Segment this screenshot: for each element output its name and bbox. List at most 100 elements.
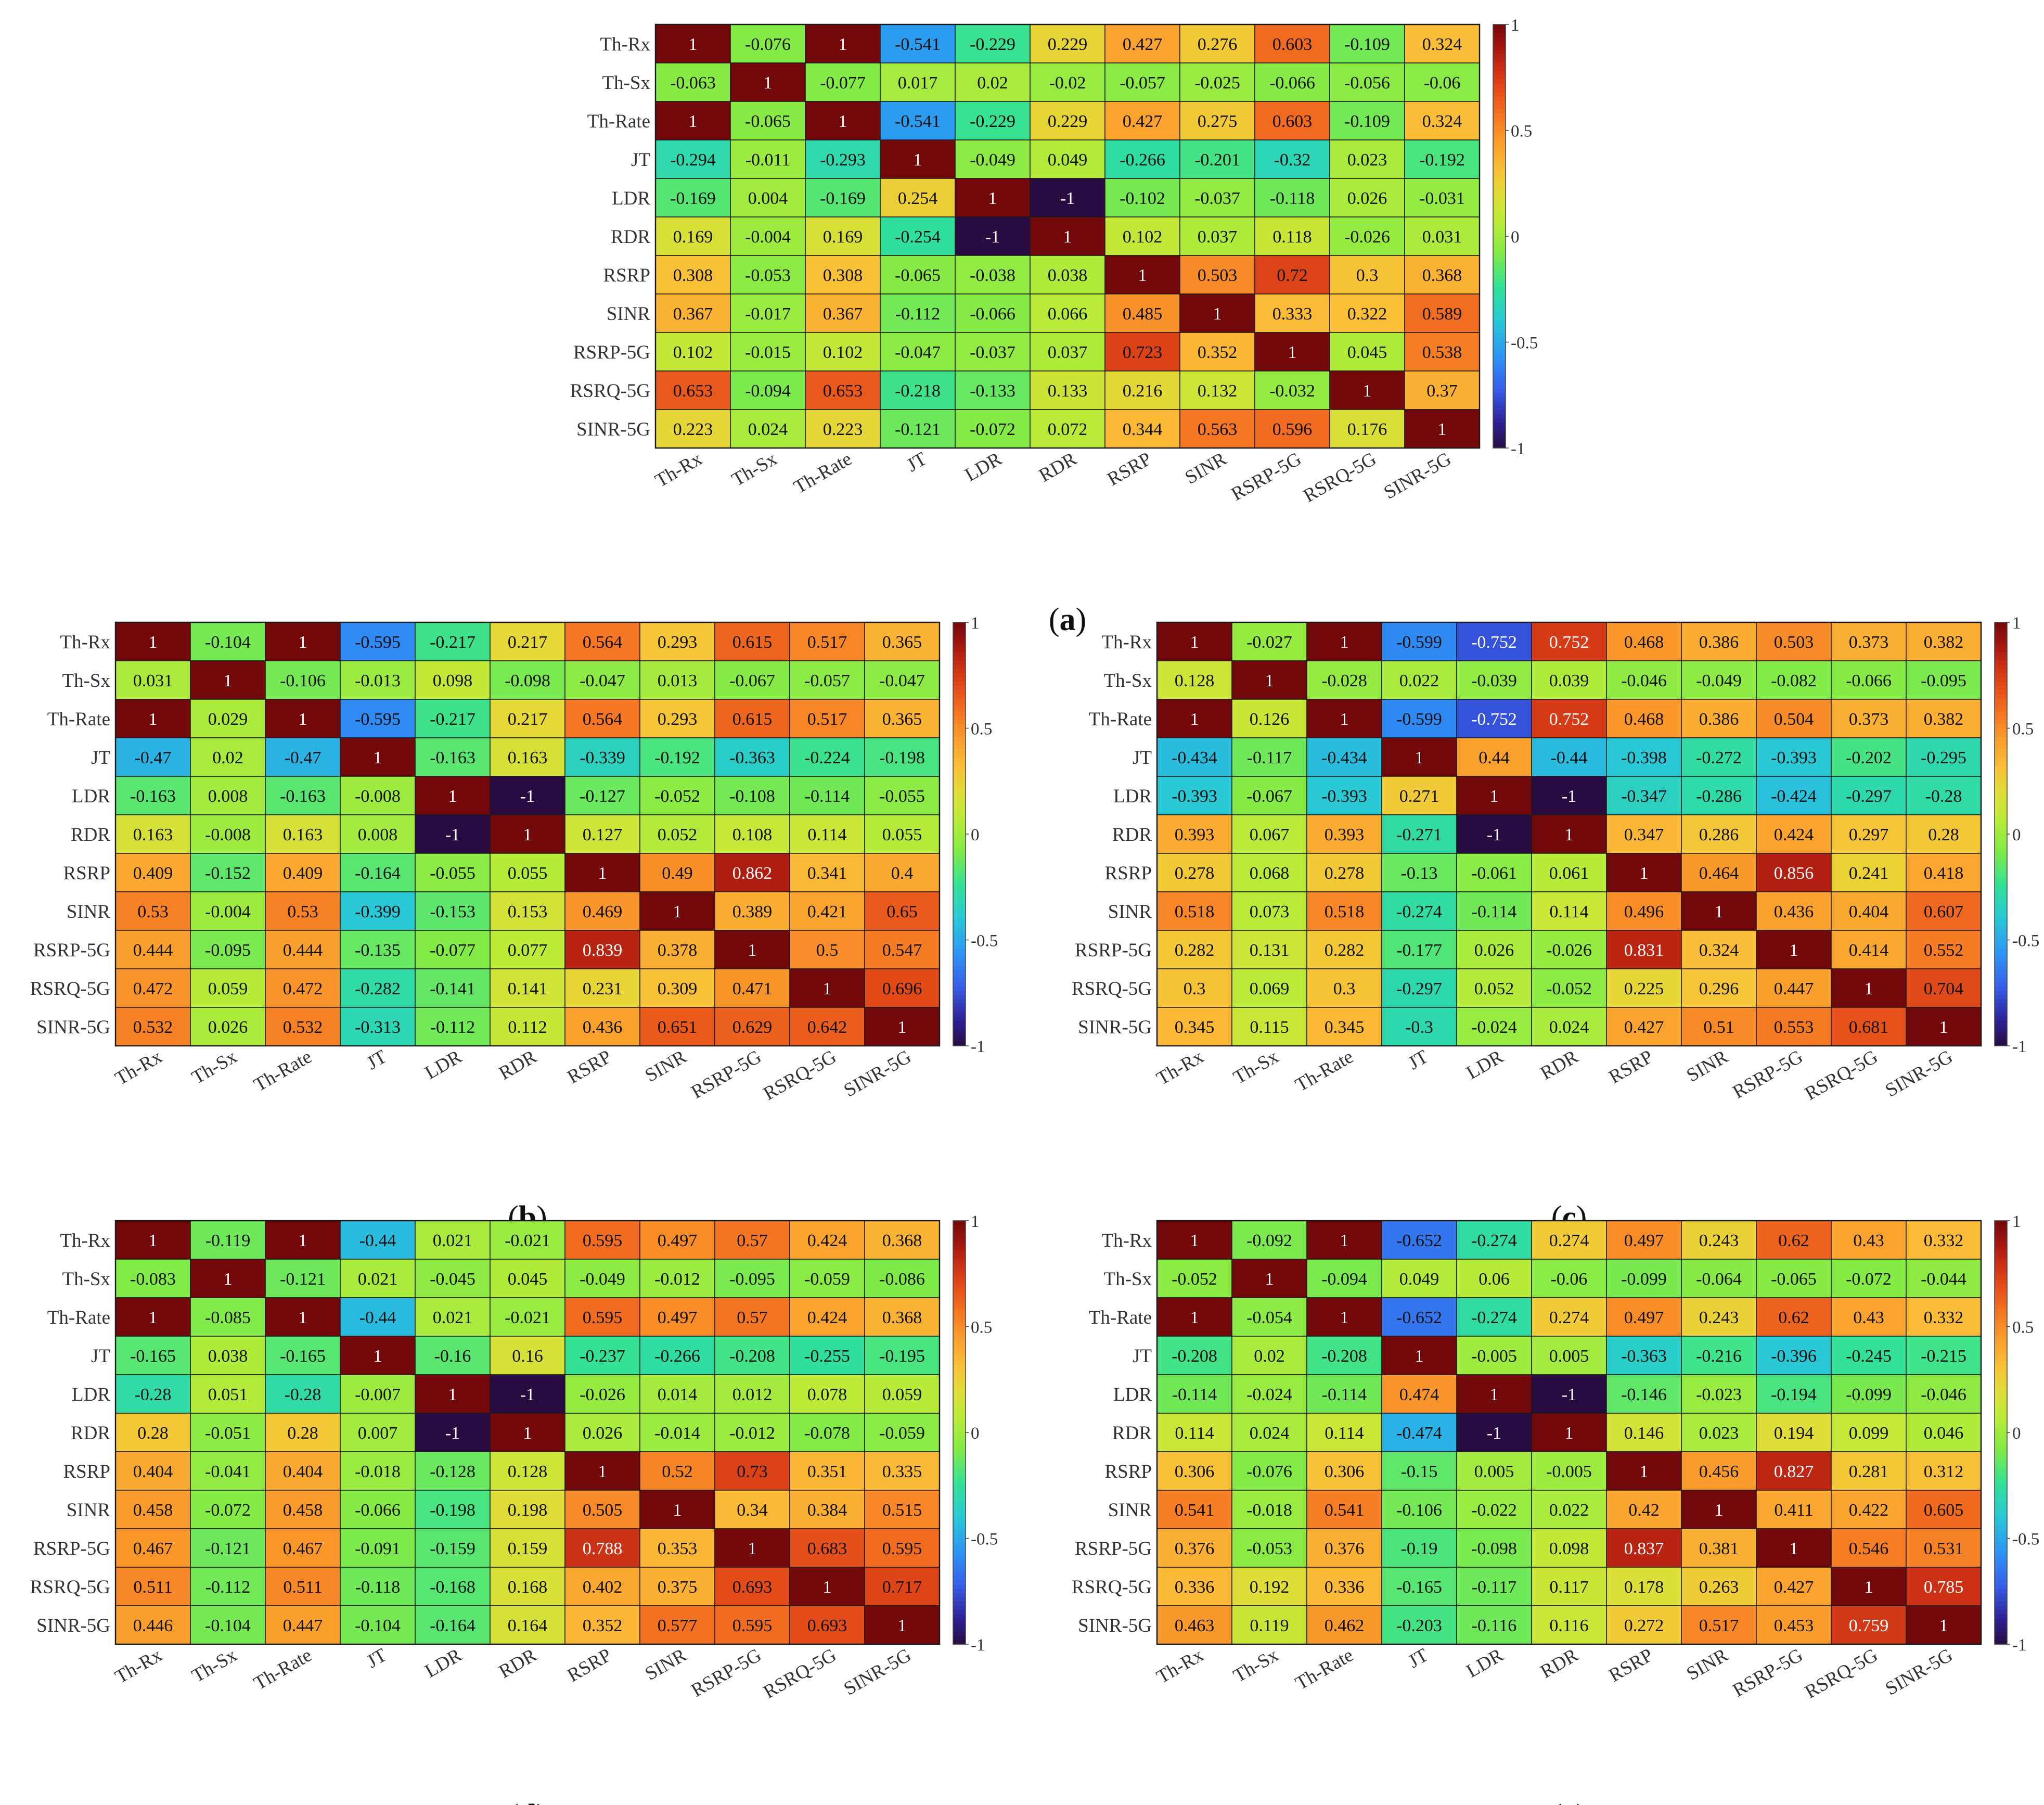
colorbar-swatch: [1995, 1428, 2007, 1433]
colorbar-swatch: [1995, 1033, 2007, 1038]
colorbar-swatch: [1995, 863, 2007, 868]
cell-value-label: 0.517: [807, 633, 847, 652]
cell-value-label: 0.055: [882, 825, 922, 844]
cell-value-label: 0.447: [1774, 979, 1814, 998]
cell-value-label: -0.347: [1621, 787, 1667, 806]
heatmap-cell: [639, 1336, 715, 1375]
col-tick-label: Th-Rate: [1292, 1644, 1357, 1694]
cell-value-label: 0.021: [358, 1270, 398, 1289]
cell-value-label: 0.464: [1699, 864, 1739, 883]
heatmap-cell: [730, 409, 806, 449]
heatmap-cell: [1030, 293, 1105, 333]
cell-value-label: 1: [374, 1347, 382, 1366]
col-tick-label: LDR: [421, 1644, 466, 1682]
heatmap-cell: [490, 930, 565, 969]
heatmap-cell: [1831, 814, 1907, 854]
heatmap-cell: [190, 1374, 266, 1414]
colorbar-swatch: [1995, 1356, 2007, 1361]
colorbar-swatch: [1995, 669, 2007, 674]
heatmap-cell: [340, 622, 416, 661]
colorbar-swatch: [1995, 1250, 2007, 1255]
heatmap-cell: [1756, 1605, 1832, 1645]
cell-value-label: -0.272: [1696, 748, 1742, 767]
cell-value-label: 0.308: [673, 266, 713, 285]
heatmap-cell: [115, 699, 191, 738]
heatmap-cell: [1156, 1336, 1232, 1375]
cell-value-label: 0.427: [1123, 35, 1163, 54]
cell-value-label: -0.046: [1921, 1385, 1966, 1404]
colorbar-swatch: [953, 753, 966, 759]
heatmap-cell: [490, 622, 565, 661]
heatmap-cell: [190, 699, 266, 738]
heatmap-cell: [1156, 737, 1232, 777]
heatmap-cell: [880, 370, 956, 410]
colorbar-swatch: [1493, 405, 1506, 411]
cell-value-label: 0.541: [1175, 1501, 1215, 1520]
colorbar-tick-label: -0.5: [971, 1530, 998, 1549]
cell-value-label: 0.402: [583, 1578, 623, 1597]
cell-value-label: 0.153: [508, 902, 548, 921]
heatmap-cell: [1030, 178, 1105, 217]
cell-value-label: 0.471: [732, 979, 773, 998]
heatmap-cell: [1030, 62, 1105, 102]
colorbar-swatch: [953, 736, 966, 741]
colorbar-swatch: [953, 952, 966, 957]
colorbar-swatch: [953, 982, 966, 987]
heatmap-cell: [265, 853, 341, 892]
heatmap-cell: [1681, 1297, 1757, 1337]
heatmap-cell: [1156, 1605, 1232, 1645]
colorbar-swatch: [1493, 295, 1506, 300]
col-tick-label: Th-Rx: [111, 1046, 166, 1090]
cell-value-label: 0.3: [1333, 979, 1356, 998]
colorbar-swatch: [953, 995, 966, 1000]
heatmap-cell: [864, 1567, 940, 1606]
colorbar-swatch: [953, 1250, 966, 1255]
colorbar-swatch: [1995, 834, 2007, 839]
colorbar-swatch: [1493, 172, 1506, 177]
colorbar-swatch: [953, 1521, 966, 1526]
cell-value-label: 0.404: [1849, 902, 1889, 921]
cell-value-label: 0.497: [1624, 1308, 1664, 1327]
heatmap-cell: [1381, 891, 1457, 931]
cell-value-label: 0.404: [133, 1462, 173, 1481]
cell-value-label: 1: [598, 1462, 607, 1481]
heatmap-cell: [564, 968, 640, 1008]
colorbar-swatch: [953, 902, 966, 906]
heatmap-cell: [1681, 737, 1757, 777]
heatmap-frame: [114, 1220, 941, 1645]
heatmap-cell: [880, 178, 956, 217]
heatmap-cell: [1681, 660, 1757, 700]
colorbar-swatch: [953, 1551, 966, 1556]
cell-value-label: 0.62: [1778, 1231, 1809, 1250]
heatmap-cell: [1306, 776, 1382, 815]
colorbar-swatch: [953, 1322, 966, 1327]
heatmap-cell: [639, 853, 715, 892]
cell-value-label: -0.053: [745, 266, 791, 285]
cell-value-label: 0.046: [1924, 1424, 1964, 1443]
cell-value-label: -0.164: [430, 1616, 475, 1635]
heatmap-cell: [1456, 1336, 1532, 1375]
heatmap-cell: [265, 814, 341, 854]
cell-value-label: -0.164: [355, 864, 401, 883]
colorbar-swatch: [953, 1020, 966, 1025]
cell-value-label: -0.153: [430, 902, 475, 921]
cell-value-label: 0.462: [1325, 1616, 1365, 1635]
colorbar-swatch: [1493, 291, 1506, 296]
cell-value-label: -0.396: [1771, 1347, 1817, 1366]
cell-value-label: 0.117: [1549, 1578, 1588, 1597]
cell-value-label: 1: [1790, 1539, 1798, 1558]
cell-value-label: -0.44: [359, 1231, 396, 1250]
heatmap-cell: [1231, 1220, 1307, 1260]
colorbar-swatch: [1493, 156, 1506, 161]
col-tick-label: JT: [363, 1046, 391, 1074]
cell-value-label: -0.021: [505, 1231, 550, 1250]
heatmap-cell: [880, 332, 956, 372]
colorbar-swatch: [953, 1373, 966, 1378]
heatmap-frame: [1156, 1220, 1982, 1645]
cell-value-label: -0.192: [654, 748, 700, 767]
colorbar-swatch: [953, 647, 966, 652]
cell-value-label: 1: [299, 1231, 307, 1250]
cell-value-label: 0.332: [1924, 1231, 1964, 1250]
cell-value-label: 0.3: [1184, 979, 1206, 998]
cell-value-label: -0.108: [729, 787, 775, 806]
